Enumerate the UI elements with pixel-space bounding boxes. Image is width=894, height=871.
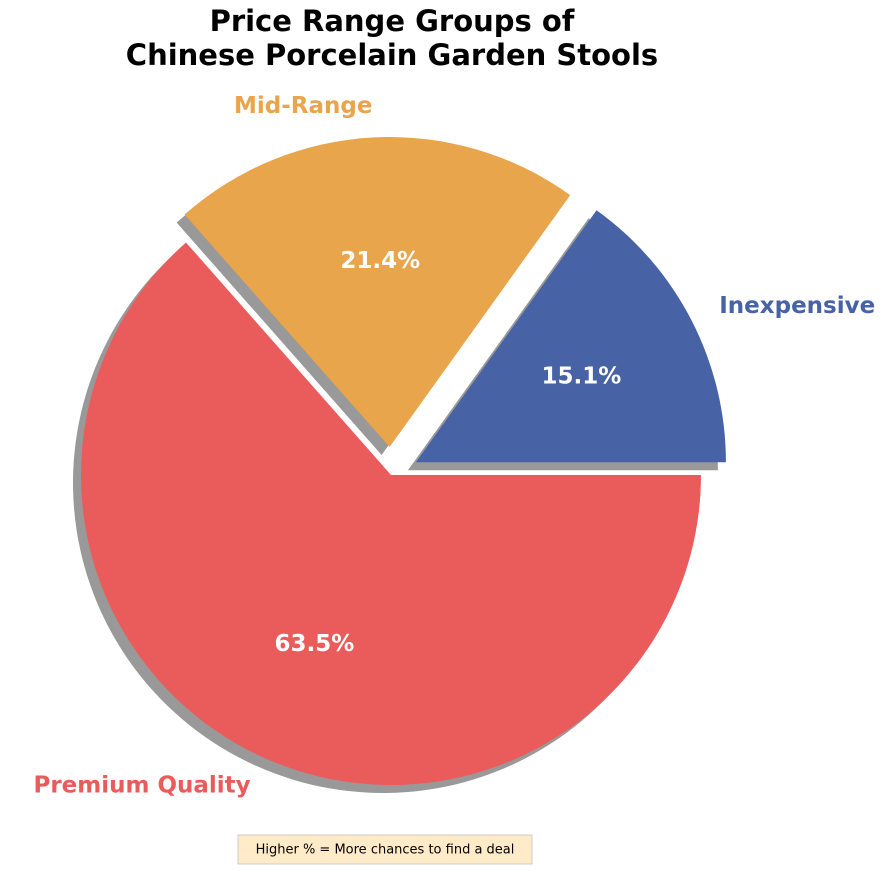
wedge bbox=[415, 210, 726, 463]
value-label: 15.1% bbox=[541, 364, 621, 390]
category-label: Inexpensive bbox=[719, 293, 875, 319]
value-label: 63.5% bbox=[275, 631, 355, 657]
annotation: Higher % = More chances to find a deal bbox=[256, 843, 515, 858]
value-label: 21.4% bbox=[340, 248, 420, 274]
category-label: Mid-Range bbox=[234, 93, 372, 119]
wedge bbox=[184, 137, 571, 448]
wedges bbox=[80, 137, 726, 785]
wedge bbox=[80, 242, 701, 785]
category-label: Premium Quality bbox=[33, 772, 250, 798]
annotation-box bbox=[237, 834, 533, 865]
chart-title: Price Range Groups of Chinese Porcelain G… bbox=[126, 4, 658, 72]
